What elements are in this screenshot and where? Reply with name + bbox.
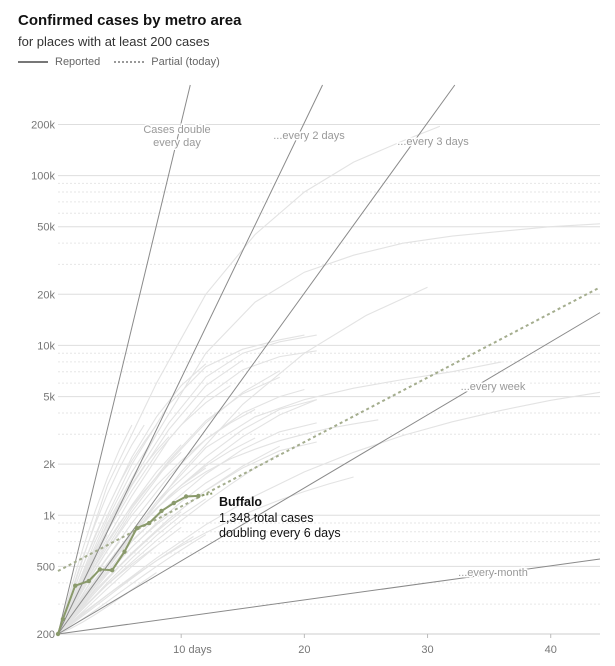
reference-line-label: every day	[153, 137, 201, 149]
highlight-point	[110, 567, 115, 573]
reference-line-label: ...every week	[461, 381, 526, 393]
background-series-line	[57, 376, 280, 635]
legend-swatch-solid	[18, 61, 48, 63]
legend-label-partial: Partial (today)	[151, 56, 220, 68]
background-series-line	[57, 476, 354, 635]
background-series-line	[57, 536, 194, 635]
highlight-series	[55, 286, 601, 637]
reference-line	[57, 84, 191, 635]
background-series-line	[57, 419, 379, 635]
y-tick-label: 5k	[43, 392, 55, 404]
highlight-point	[97, 567, 103, 572]
y-tick-label: 200	[37, 629, 55, 641]
highlight-detail: doubling every 6 days	[219, 526, 341, 540]
highlight-point	[183, 494, 189, 499]
background-series-line	[57, 572, 157, 635]
background-series-line	[57, 444, 182, 635]
highlight-point	[171, 500, 176, 506]
background-series-line	[57, 385, 231, 635]
highlight-partial-line	[198, 492, 214, 497]
highlight-name: Buffalo	[219, 495, 262, 509]
highlight-point	[134, 525, 140, 531]
background-series-line	[57, 223, 601, 635]
legend-swatch-dotted	[114, 61, 145, 63]
reference-line-label: Cases double	[143, 124, 210, 136]
highlight-point	[122, 549, 127, 554]
reference-line	[57, 84, 323, 635]
reference-line-label: ...every month	[458, 567, 528, 579]
x-tick-label: 10 days	[173, 644, 212, 656]
reference-line-label: ...every 3 days	[397, 136, 469, 148]
reference-line-label: ...every 2 days	[273, 130, 345, 142]
background-series-line	[57, 511, 182, 635]
legend-item-reported: Reported	[18, 56, 100, 68]
background-series-line	[57, 424, 133, 635]
reference-line	[57, 558, 601, 635]
y-tick-label: 50k	[37, 222, 55, 234]
x-tick-label: 40	[545, 644, 557, 656]
y-tick-label: 10k	[37, 340, 55, 352]
chart-title: Confirmed cases by metro area	[18, 12, 242, 29]
highlight-point	[86, 578, 91, 584]
legend-item-partial: Partial (today)	[114, 56, 220, 68]
reference-line	[57, 84, 456, 635]
highlight-detail: 1,348 total cases	[219, 511, 314, 525]
x-tick-label: 20	[298, 644, 310, 656]
background-series-line	[57, 391, 601, 635]
chart-legend: Reported Partial (today)	[18, 56, 234, 68]
background-series-line	[57, 334, 305, 635]
highlight-point	[159, 508, 164, 514]
y-tick-label: 500	[37, 561, 55, 573]
highlight-point	[60, 616, 66, 622]
background-series-line	[57, 399, 317, 635]
background-series-line	[57, 436, 170, 635]
background-series-line	[57, 125, 441, 635]
highlight-point	[146, 520, 152, 526]
highlight-point	[73, 583, 78, 588]
y-tick-label: 1k	[43, 510, 55, 522]
y-tick-label: 200k	[31, 119, 55, 131]
background-series-line	[57, 424, 145, 635]
background-series-line	[57, 445, 280, 635]
y-tick-label: 2k	[43, 459, 55, 471]
background-series-line	[57, 388, 305, 635]
x-tick-label: 30	[421, 644, 433, 656]
chart-subtitle: for places with at least 200 cases	[18, 34, 210, 49]
highlight-point	[55, 631, 61, 637]
highlight-point	[196, 493, 201, 499]
background-series-line	[57, 453, 280, 635]
reference-line	[57, 312, 601, 635]
background-series-line	[57, 286, 428, 635]
y-tick-label: 20k	[37, 289, 55, 301]
x-axis: 10 days 20 30 40	[58, 633, 600, 656]
background-series-line	[57, 526, 182, 635]
y-tick-label: 100k	[31, 171, 55, 183]
y-axis: 200 500 1k 2k 5k 10k 20k 50k 100k 200k	[31, 119, 55, 641]
legend-label-reported: Reported	[55, 56, 101, 68]
background-series-line	[57, 370, 280, 635]
